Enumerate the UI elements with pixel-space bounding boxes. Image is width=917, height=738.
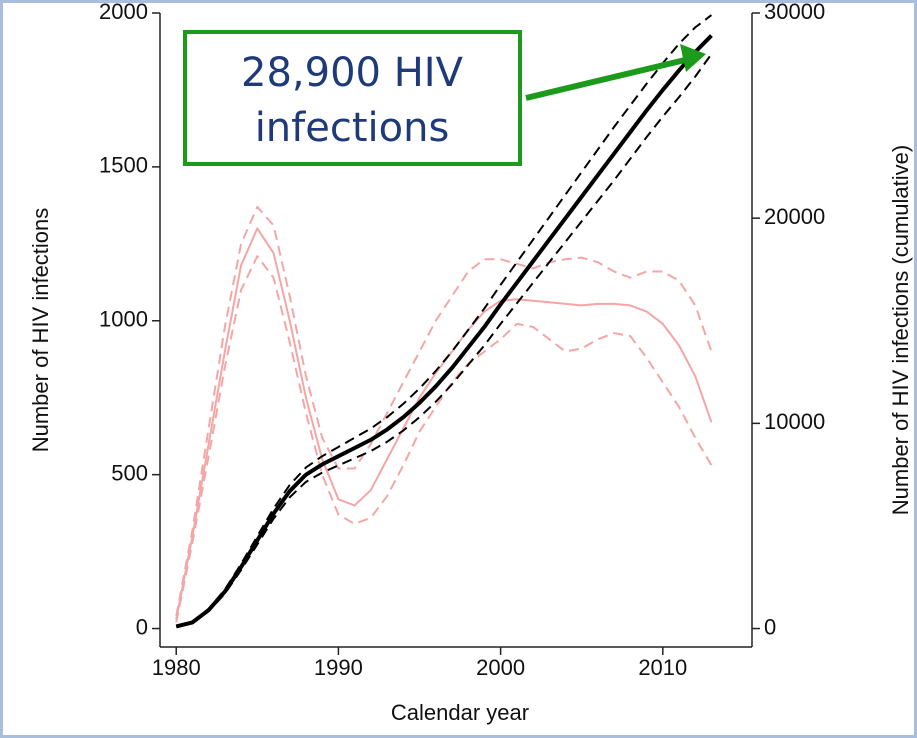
series-line (175, 205, 713, 617)
y-tick-label: 0 (136, 614, 148, 639)
y2-tick-label: 30000 (764, 0, 825, 24)
y2-axis-label: Number of HIV infections (cumulative) (888, 145, 913, 515)
y-tick-label: 2000 (99, 0, 148, 24)
y-tick-label: 1500 (99, 153, 148, 178)
series-line (175, 53, 713, 628)
annotation-text: 28,900 HIV (241, 50, 464, 96)
annotation-arrow (525, 57, 686, 101)
series-line (175, 14, 713, 628)
series-line (175, 227, 713, 620)
y-tick-label: 500 (111, 460, 148, 485)
x-tick-label: 2010 (638, 655, 687, 680)
y2-tick-label: 0 (764, 614, 776, 639)
y2-tick-label: 20000 (764, 204, 825, 229)
annotation-box (183, 30, 522, 166)
y2-tick-label: 10000 (764, 409, 825, 434)
x-tick-label: 1990 (314, 655, 363, 680)
x-axis-label: Calendar year (391, 700, 529, 725)
y-axis-label: Number of HIV infections (28, 208, 53, 453)
arrow-head (680, 44, 706, 72)
x-tick-label: 2000 (476, 655, 525, 680)
annotation-text: infections (255, 105, 450, 151)
series-line (175, 34, 713, 629)
y-tick-label: 1000 (99, 307, 148, 332)
series-line (175, 255, 713, 623)
x-tick-label: 1980 (152, 655, 201, 680)
